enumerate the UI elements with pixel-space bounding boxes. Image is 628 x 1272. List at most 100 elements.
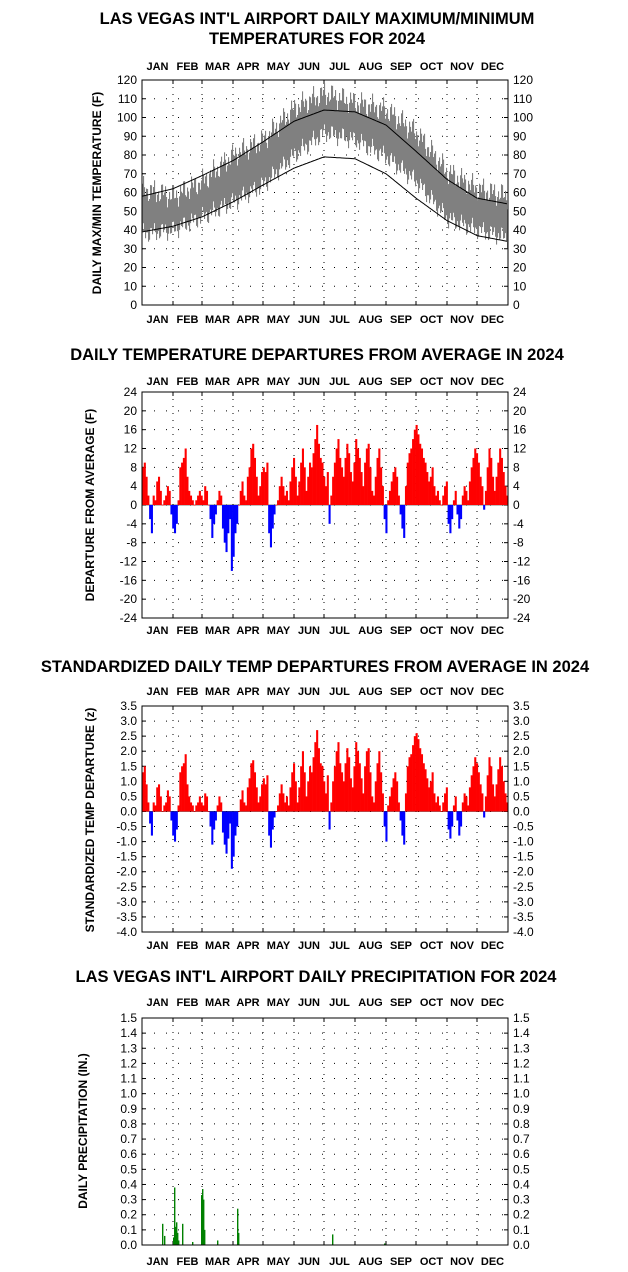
positive-departure-bar (257, 802, 260, 812)
daily-range-bar (454, 170, 456, 218)
y-tick-left: 4 (130, 479, 137, 493)
temp-plot-frame (141, 79, 509, 306)
positive-departure-bar (476, 763, 479, 812)
positive-departure-bar (325, 486, 328, 505)
positive-departure-bar (182, 763, 185, 812)
daily-range-bar (218, 175, 220, 216)
daily-range-bar (149, 199, 151, 240)
daily-range-bar (246, 146, 248, 193)
month-label-bottom: DEC (481, 1256, 504, 1268)
daily-range-bar (385, 118, 387, 164)
positive-departure-bar (481, 793, 484, 812)
month-label-top: JUN (298, 997, 320, 1009)
month-label-bottom: FEB (177, 625, 199, 637)
temp-marks (141, 83, 509, 248)
positive-departure-bar (474, 757, 477, 812)
y-tick-right: 0.0 (513, 1238, 530, 1252)
daily-range-bar (452, 174, 454, 221)
negative-departure-bar (483, 811, 486, 818)
daily-range-bar (392, 114, 394, 162)
positive-departure-bar (438, 805, 441, 812)
positive-departure-bar (241, 790, 244, 812)
positive-departure-bar (163, 805, 166, 812)
y-tick-left: 1.0 (120, 774, 137, 788)
daily-range-bar (471, 179, 473, 224)
positive-departure-bar (404, 486, 408, 505)
daily-range-bar (412, 121, 414, 172)
daily-range-bar (200, 189, 202, 224)
y-tick-left: 20 (124, 404, 138, 418)
daily-range-bar (232, 144, 234, 194)
negative-departure-bar (269, 811, 272, 848)
y-tick-right: -12 (513, 555, 531, 569)
positive-departure-bar (467, 500, 470, 505)
positive-departure-bar (259, 796, 262, 812)
negative-departure-bar (273, 505, 276, 515)
month-label-top: JUL (329, 686, 350, 698)
y-tick-right: 20 (513, 404, 527, 418)
positive-departure-bar (468, 481, 471, 505)
positive-departure-bar (429, 781, 432, 812)
daily-range-bar (329, 101, 331, 140)
y-tick-right: 1.4 (513, 1026, 530, 1040)
positive-departure-bar (177, 500, 180, 505)
positive-departure-bar (205, 796, 209, 812)
positive-departure-bar (154, 805, 157, 812)
positive-departure-bar (490, 766, 493, 812)
daily-range-bar (403, 123, 405, 171)
positive-departure-bar (362, 793, 365, 812)
positive-departure-bar (195, 500, 198, 505)
positive-departure-bar (413, 429, 416, 505)
daily-range-bar (202, 168, 204, 207)
daily-range-bar (212, 170, 214, 211)
positive-departure-bar (193, 505, 196, 506)
positive-departure-bar (445, 787, 448, 812)
positive-departure-bar (488, 757, 491, 812)
y-tick-right: 0.2 (513, 1208, 530, 1222)
daily-range-bar (386, 113, 388, 160)
daily-range-bar (373, 102, 375, 146)
precip-y-ticks: 0.0 0.00.1 0.10.2 0.20.3 0.30.4 0.40.5 0.50.6 0… (120, 1011, 530, 1252)
positive-departure-bar (353, 462, 356, 506)
positive-departure-bar (264, 784, 267, 812)
daily-range-bar (464, 174, 466, 220)
positive-departure-bar (147, 802, 150, 812)
daily-range-bar (505, 190, 507, 234)
daily-range-bar (367, 116, 369, 156)
daily-range-bar (360, 103, 362, 143)
daily-range-bar (364, 99, 366, 141)
month-label-top: SEP (390, 61, 412, 73)
positive-departure-bar (426, 778, 429, 812)
month-label-bottom: AUG (358, 1256, 382, 1268)
month-label-top: DEC (481, 997, 504, 1009)
positive-departure-bar (424, 462, 427, 506)
daily-range-bar (488, 200, 490, 241)
daily-range-bar (486, 192, 488, 234)
precip-bar (173, 1237, 175, 1245)
daily-range-bar (251, 142, 253, 189)
positive-departure-bar (262, 778, 265, 812)
daily-range-bar (216, 171, 218, 212)
positive-departure-bar (358, 457, 361, 505)
positive-departure-bar (463, 793, 466, 812)
daily-range-bar (255, 147, 257, 193)
positive-departure-bar (165, 802, 168, 812)
daily-range-bar (282, 120, 284, 167)
temp-y-axis-label: DAILY MAX/MIN TEMPERATURE (F) (90, 92, 104, 294)
positive-departure-bar (440, 505, 443, 506)
month-label-bottom: JUL (329, 625, 350, 637)
positive-departure-bar (410, 448, 413, 505)
positive-departure-bar (294, 781, 297, 812)
daily-range-bar (268, 136, 270, 182)
positive-departure-bar (431, 467, 434, 505)
daily-range-bar (399, 123, 401, 171)
month-label-bottom: FEB (177, 940, 199, 952)
normal-max-line (141, 109, 508, 205)
y-tick-right: 0.9 (513, 1102, 530, 1116)
negative-departure-bar (223, 811, 226, 845)
positive-departure-bar (346, 443, 349, 505)
daily-range-bar (183, 181, 185, 218)
daily-range-bar (337, 110, 339, 147)
negative-departure-bar (403, 811, 406, 845)
daily-range-bar (369, 104, 371, 147)
